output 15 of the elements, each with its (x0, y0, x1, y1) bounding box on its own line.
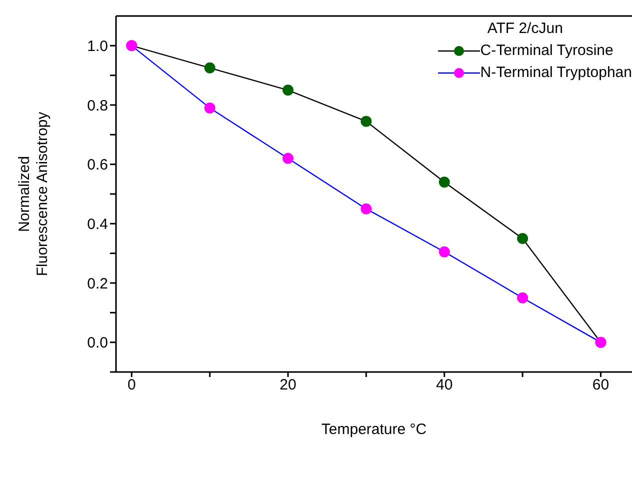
x-axis-title: Temperature °C (321, 421, 427, 438)
y-tick-label: 0.4 (87, 216, 108, 233)
legend-label: N-Terminal Tryptophan (480, 63, 632, 83)
y-tick-label: 0.0 (87, 334, 108, 352)
y-tick-label: 0.8 (87, 97, 108, 114)
x-tick-label: 0 (127, 376, 136, 394)
x-tick-label: 40 (436, 376, 453, 394)
x-tick-label: 20 (280, 376, 296, 394)
x-tick-label: 60 (592, 376, 610, 394)
y-tick-label: 0.2 (87, 275, 108, 292)
legend-title: ATF 2/cJun (486, 19, 564, 39)
legend-label: C-Terminal Tyrosine (480, 41, 614, 61)
y-tick-label: 0.6 (87, 156, 108, 174)
y-axis-title: Normalized Fluorescence Anisotropy (16, 111, 51, 276)
y-tick-label: 1.0 (87, 38, 108, 55)
